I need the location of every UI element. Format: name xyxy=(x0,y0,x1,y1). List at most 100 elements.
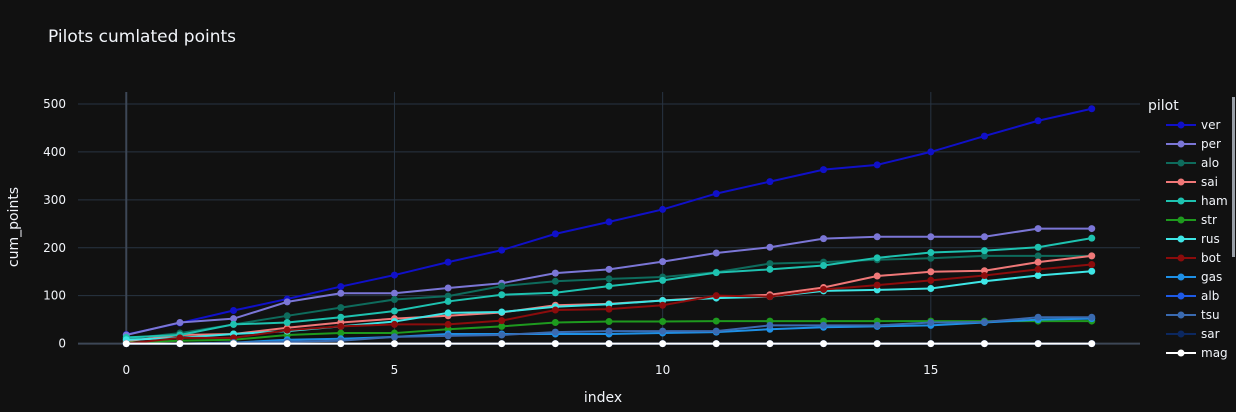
data-point-mag[interactable] xyxy=(176,340,184,348)
data-point-alo[interactable] xyxy=(283,312,291,320)
data-point-tsu[interactable] xyxy=(498,331,506,339)
legend-item-rus[interactable]: rus xyxy=(1166,232,1220,246)
data-point-ver[interactable] xyxy=(766,178,774,186)
data-point-ver[interactable] xyxy=(712,190,720,198)
data-point-mag[interactable] xyxy=(498,340,506,348)
data-point-tsu[interactable] xyxy=(820,321,828,329)
data-point-per[interactable] xyxy=(444,284,452,292)
data-point-str[interactable] xyxy=(659,318,667,326)
data-point-per[interactable] xyxy=(283,298,291,306)
data-point-alo[interactable] xyxy=(551,277,559,285)
data-point-alo[interactable] xyxy=(766,260,774,268)
legend-item-gas[interactable]: gas xyxy=(1166,270,1222,284)
data-point-ham[interactable] xyxy=(230,320,238,328)
data-point-alo[interactable] xyxy=(980,252,988,260)
data-point-rus[interactable] xyxy=(980,277,988,285)
data-point-str[interactable] xyxy=(605,318,613,326)
data-point-mag[interactable] xyxy=(659,340,667,348)
data-point-rus[interactable] xyxy=(873,286,881,294)
data-point-sai[interactable] xyxy=(1088,252,1096,260)
data-point-mag[interactable] xyxy=(230,340,238,348)
legend-item-per[interactable]: per xyxy=(1166,137,1221,151)
data-point-bot[interactable] xyxy=(498,317,506,325)
data-point-ham[interactable] xyxy=(659,276,667,284)
data-point-sai[interactable] xyxy=(980,267,988,275)
data-point-tsu[interactable] xyxy=(766,321,774,329)
data-point-ver[interactable] xyxy=(337,283,345,291)
legend-item-ver[interactable]: ver xyxy=(1166,118,1220,132)
data-point-str[interactable] xyxy=(712,317,720,325)
data-point-bot[interactable] xyxy=(283,326,291,334)
data-point-mag[interactable] xyxy=(337,340,345,348)
data-point-ham[interactable] xyxy=(605,282,613,290)
data-point-ver[interactable] xyxy=(444,258,452,266)
legend-item-tsu[interactable]: tsu xyxy=(1166,308,1220,322)
data-point-mag[interactable] xyxy=(444,340,452,348)
data-point-ver[interactable] xyxy=(230,307,238,315)
data-point-bot[interactable] xyxy=(873,281,881,289)
data-point-ver[interactable] xyxy=(1088,105,1096,113)
data-point-ham[interactable] xyxy=(444,297,452,305)
data-point-tsu[interactable] xyxy=(551,328,559,336)
data-point-tsu[interactable] xyxy=(444,332,452,340)
data-point-per[interactable] xyxy=(927,233,935,241)
data-point-per[interactable] xyxy=(176,319,184,327)
data-point-per[interactable] xyxy=(551,269,559,277)
series-bot[interactable] xyxy=(122,261,1096,348)
data-point-mag[interactable] xyxy=(927,340,935,348)
data-point-ver[interactable] xyxy=(1034,117,1042,125)
data-point-alo[interactable] xyxy=(605,275,613,283)
legend-item-alo[interactable]: alo xyxy=(1166,156,1219,170)
data-point-ham[interactable] xyxy=(1088,234,1096,242)
data-point-bot[interactable] xyxy=(390,320,398,328)
data-point-per[interactable] xyxy=(766,243,774,251)
data-point-alo[interactable] xyxy=(390,296,398,304)
data-point-rus[interactable] xyxy=(659,296,667,304)
data-point-ver[interactable] xyxy=(927,148,935,156)
data-point-bot[interactable] xyxy=(820,285,828,293)
data-point-tsu[interactable] xyxy=(1034,313,1042,321)
data-point-per[interactable] xyxy=(230,315,238,323)
data-point-per[interactable] xyxy=(659,258,667,266)
data-point-bot[interactable] xyxy=(337,322,345,330)
data-point-bot[interactable] xyxy=(176,334,184,342)
legend-item-mag[interactable]: mag xyxy=(1166,346,1228,360)
data-point-mag[interactable] xyxy=(820,340,828,348)
data-point-ham[interactable] xyxy=(1034,243,1042,251)
data-point-ham[interactable] xyxy=(766,265,774,273)
data-point-per[interactable] xyxy=(980,233,988,241)
data-point-ham[interactable] xyxy=(283,319,291,327)
legend-item-bot[interactable]: bot xyxy=(1166,251,1221,265)
data-point-tsu[interactable] xyxy=(1088,313,1096,321)
data-point-ver[interactable] xyxy=(659,205,667,213)
data-point-per[interactable] xyxy=(873,233,881,241)
data-point-per[interactable] xyxy=(337,289,345,297)
data-point-tsu[interactable] xyxy=(712,327,720,335)
data-point-ver[interactable] xyxy=(980,132,988,140)
data-point-per[interactable] xyxy=(390,289,398,297)
data-point-rus[interactable] xyxy=(1088,267,1096,275)
data-point-rus[interactable] xyxy=(498,308,506,316)
data-point-alo[interactable] xyxy=(498,282,506,290)
data-point-ham[interactable] xyxy=(980,247,988,255)
data-point-per[interactable] xyxy=(712,249,720,257)
data-point-rus[interactable] xyxy=(1034,272,1042,280)
data-point-mag[interactable] xyxy=(390,340,398,348)
data-point-tsu[interactable] xyxy=(873,321,881,329)
data-point-rus[interactable] xyxy=(605,300,613,308)
data-point-tsu[interactable] xyxy=(927,319,935,327)
data-point-bot[interactable] xyxy=(605,305,613,313)
data-point-str[interactable] xyxy=(337,329,345,337)
data-point-ver[interactable] xyxy=(873,161,881,169)
data-point-ham[interactable] xyxy=(337,313,345,321)
data-point-bot[interactable] xyxy=(551,306,559,314)
data-point-ver[interactable] xyxy=(498,246,506,254)
data-point-bot[interactable] xyxy=(712,292,720,300)
data-point-ham[interactable] xyxy=(551,289,559,297)
data-point-rus[interactable] xyxy=(927,284,935,292)
data-point-alo[interactable] xyxy=(444,292,452,300)
data-point-bot[interactable] xyxy=(1034,265,1042,273)
data-point-bot[interactable] xyxy=(444,320,452,328)
data-point-mag[interactable] xyxy=(605,340,613,348)
legend-item-ham[interactable]: ham xyxy=(1166,194,1228,208)
